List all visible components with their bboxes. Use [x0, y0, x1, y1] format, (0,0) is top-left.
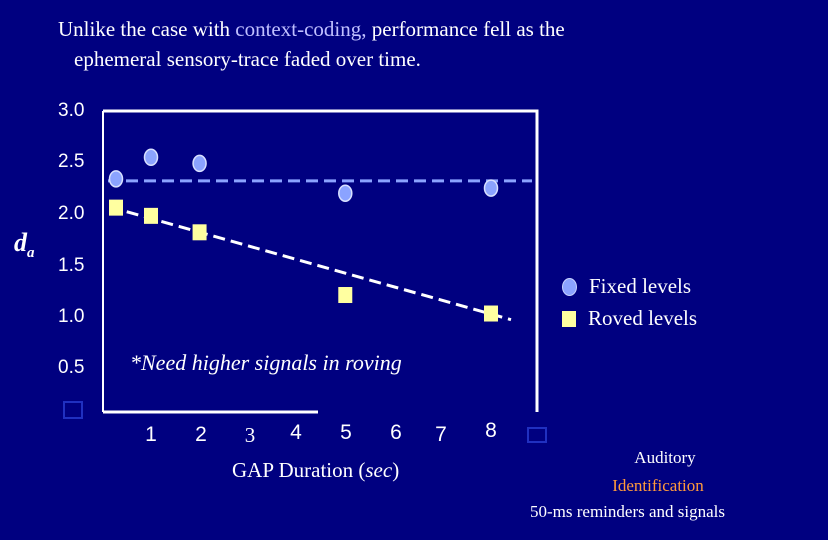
roved-level-point — [144, 207, 158, 224]
source-line-auditory: Auditory — [634, 448, 696, 467]
source-line-reminders: 50-ms reminders and signals — [530, 502, 725, 521]
x-tick-label: 1 — [145, 423, 157, 446]
y-axis-label-sub: a — [27, 245, 35, 262]
trend-line — [126, 210, 512, 322]
roved-level-point — [109, 199, 123, 216]
x-axis-label-unit: sec — [365, 458, 393, 482]
source-line-identification: Identification — [612, 476, 704, 495]
x-tick-label: 3 — [244, 423, 256, 447]
fixed-level-point — [192, 154, 207, 173]
x-tick-label: 5 — [340, 421, 352, 444]
plot-frame — [103, 109, 539, 412]
legend-label-fixed: Fixed levels — [589, 274, 692, 298]
roved-level-point — [338, 287, 353, 304]
y-axis-label: da — [14, 228, 35, 262]
x-axis-label-main: GAP Duration ( — [232, 458, 366, 482]
x-tick-label: 7 — [435, 423, 447, 446]
title-highlight: context-coding, — [235, 17, 367, 41]
y-tick-label: 2.5 — [58, 151, 85, 172]
x-axis-label: GAP Duration (sec) — [232, 458, 399, 483]
y-tick-label: 3.0 — [58, 100, 85, 121]
corner-box-left — [63, 401, 83, 419]
corner-box-right — [527, 427, 547, 443]
title-line1-end: performance fell as the — [366, 17, 565, 41]
legend-label-roved: Roved levels — [588, 306, 698, 330]
x-tick-label: 2 — [195, 423, 207, 446]
title-line2: ephemeral sensory-trace faded over time. — [74, 47, 421, 71]
fixed-level-point — [483, 179, 499, 197]
x-tick-label: 6 — [390, 421, 402, 444]
title-line1-start: Unlike the case with — [58, 17, 236, 41]
y-tick-label: 0.5 — [58, 357, 85, 378]
x-tick-label: 8 — [485, 419, 497, 442]
annotation-note: *Need higher signals in roving — [130, 350, 402, 375]
square-marker-icon — [562, 310, 576, 327]
y-tick-label: 1.5 — [58, 255, 85, 276]
fixed-level-point — [143, 148, 159, 167]
x-axis-label-close: ) — [392, 458, 400, 482]
legend-item-fixed: Fixed levels — [562, 274, 691, 299]
y-tick-label: 1.0 — [58, 306, 85, 327]
fixed-level-point — [338, 184, 353, 202]
roved-level-point — [192, 224, 207, 241]
y-axis-label-main: d — [14, 228, 27, 257]
chart-title: Unlike the case with context-coding, per… — [58, 14, 565, 74]
roved-level-point — [484, 305, 498, 322]
x-tick-label: 4 — [290, 421, 302, 444]
circle-marker-icon — [562, 277, 577, 296]
fixed-level-point — [108, 170, 124, 188]
legend-item-roved: Roved levels — [562, 306, 697, 331]
y-tick-label: 2.0 — [58, 203, 85, 224]
